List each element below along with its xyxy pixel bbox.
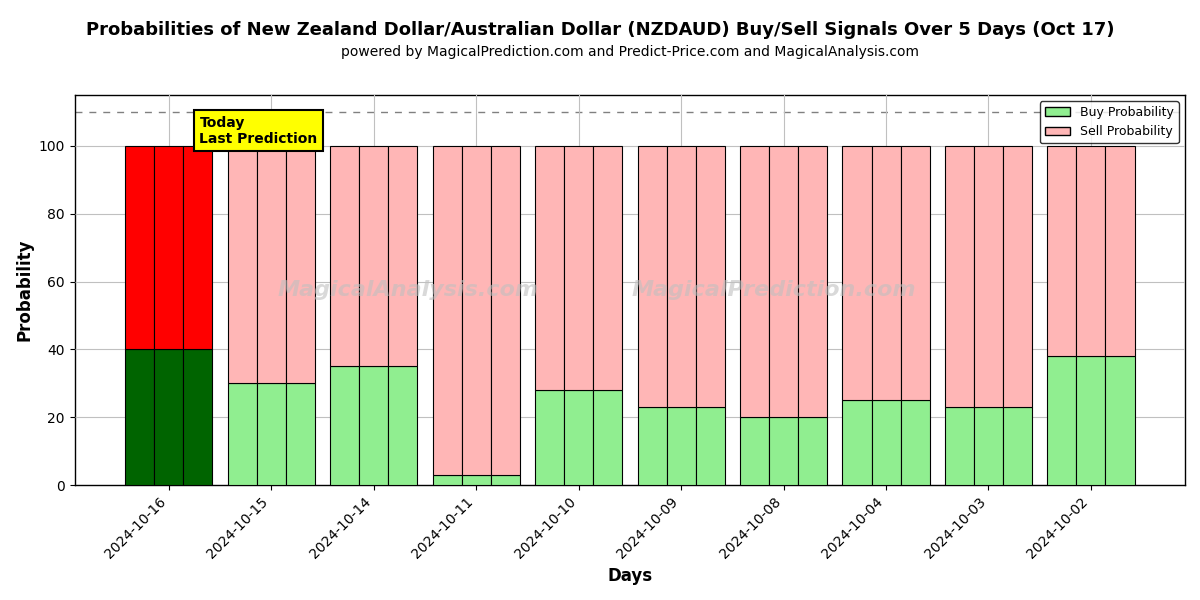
Bar <box>184 349 212 485</box>
Bar <box>769 146 798 417</box>
Bar <box>564 146 593 390</box>
Bar <box>228 383 257 485</box>
Bar <box>228 146 257 383</box>
Bar <box>535 390 564 485</box>
Bar <box>462 475 491 485</box>
Bar <box>666 146 696 407</box>
Bar <box>900 400 930 485</box>
X-axis label: Days: Days <box>607 567 653 585</box>
Bar <box>696 407 725 485</box>
Bar <box>330 146 359 367</box>
Bar <box>491 475 520 485</box>
Bar <box>388 367 418 485</box>
Bar <box>871 400 900 485</box>
Bar <box>125 349 154 485</box>
Bar <box>944 146 974 407</box>
Bar <box>359 146 388 367</box>
Bar <box>286 146 314 383</box>
Text: MagicalAnalysis.com: MagicalAnalysis.com <box>277 280 539 300</box>
Bar <box>257 146 286 383</box>
Bar <box>432 475 462 485</box>
Bar <box>359 367 388 485</box>
Bar <box>974 146 1003 407</box>
Title: powered by MagicalPrediction.com and Predict-Price.com and MagicalAnalysis.com: powered by MagicalPrediction.com and Pre… <box>341 45 919 59</box>
Text: MagicalPrediction.com: MagicalPrediction.com <box>632 280 917 300</box>
Bar <box>593 390 622 485</box>
Bar <box>1048 356 1076 485</box>
Bar <box>1076 356 1105 485</box>
Bar <box>184 146 212 349</box>
Bar <box>535 146 564 390</box>
Bar <box>125 146 154 349</box>
Bar <box>593 146 622 390</box>
Y-axis label: Probability: Probability <box>16 239 34 341</box>
Bar <box>637 146 666 407</box>
Bar <box>842 400 871 485</box>
Bar <box>462 146 491 475</box>
Bar <box>842 146 871 400</box>
Bar <box>798 146 827 417</box>
Legend: Buy Probability, Sell Probability: Buy Probability, Sell Probability <box>1040 101 1178 143</box>
Bar <box>769 417 798 485</box>
Bar <box>1105 146 1134 356</box>
Bar <box>798 417 827 485</box>
Bar <box>900 146 930 400</box>
Bar <box>740 146 769 417</box>
Bar <box>740 417 769 485</box>
Bar <box>1048 146 1076 356</box>
Bar <box>491 146 520 475</box>
Text: Today
Last Prediction: Today Last Prediction <box>199 116 318 146</box>
Bar <box>432 146 462 475</box>
Bar <box>1003 146 1032 407</box>
Text: Probabilities of New Zealand Dollar/Australian Dollar (NZDAUD) Buy/Sell Signals : Probabilities of New Zealand Dollar/Aust… <box>85 21 1115 39</box>
Bar <box>871 146 900 400</box>
Bar <box>696 146 725 407</box>
Bar <box>1076 146 1105 356</box>
Bar <box>1105 356 1134 485</box>
Bar <box>1003 407 1032 485</box>
Bar <box>388 146 418 367</box>
Bar <box>666 407 696 485</box>
Bar <box>257 383 286 485</box>
Bar <box>154 146 184 349</box>
Bar <box>944 407 974 485</box>
Bar <box>154 349 184 485</box>
Bar <box>564 390 593 485</box>
Bar <box>286 383 314 485</box>
Bar <box>637 407 666 485</box>
Bar <box>974 407 1003 485</box>
Bar <box>330 367 359 485</box>
